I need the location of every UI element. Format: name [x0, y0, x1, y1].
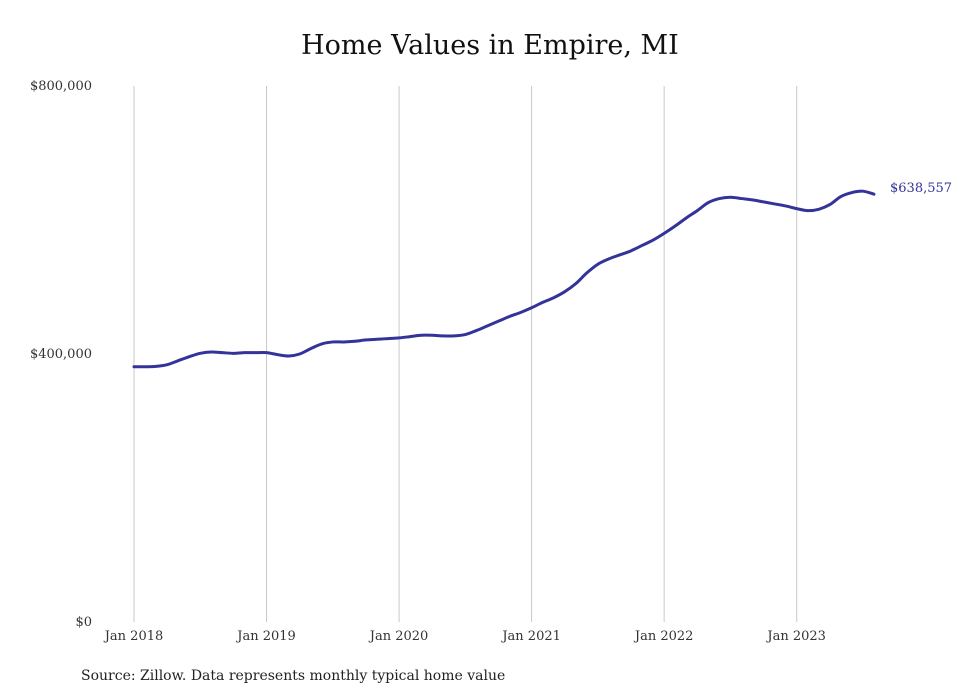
series-line-0 — [132, 189, 876, 369]
chart-title: Home Values in Empire, MI — [301, 30, 679, 61]
y-tick-label: $800,000 — [30, 79, 92, 94]
x-tick-label: Jan 2020 — [368, 629, 429, 644]
x-tick-label: Jan 2023 — [765, 629, 826, 644]
source-note: Source: Zillow. Data represents monthly … — [81, 668, 506, 684]
x-tick-label: Jan 2019 — [235, 629, 296, 644]
x-tick-label: Jan 2022 — [633, 629, 694, 644]
end-value-label: $638,557 — [890, 181, 952, 196]
x-axis: Jan 2018 Jan 2019 Jan 2020 Jan 2021 Jan 2022… — [103, 629, 826, 644]
x-tick-label: Jan 2018 — [103, 629, 164, 644]
x-tick-label: Jan 2021 — [500, 629, 561, 644]
y-axis: $0 $400,000 $800,000 — [30, 79, 92, 630]
series-layer: $638,557 — [132, 181, 952, 369]
y-tick-label: $0 — [75, 615, 92, 630]
y-tick-label: $400,000 — [30, 347, 92, 362]
